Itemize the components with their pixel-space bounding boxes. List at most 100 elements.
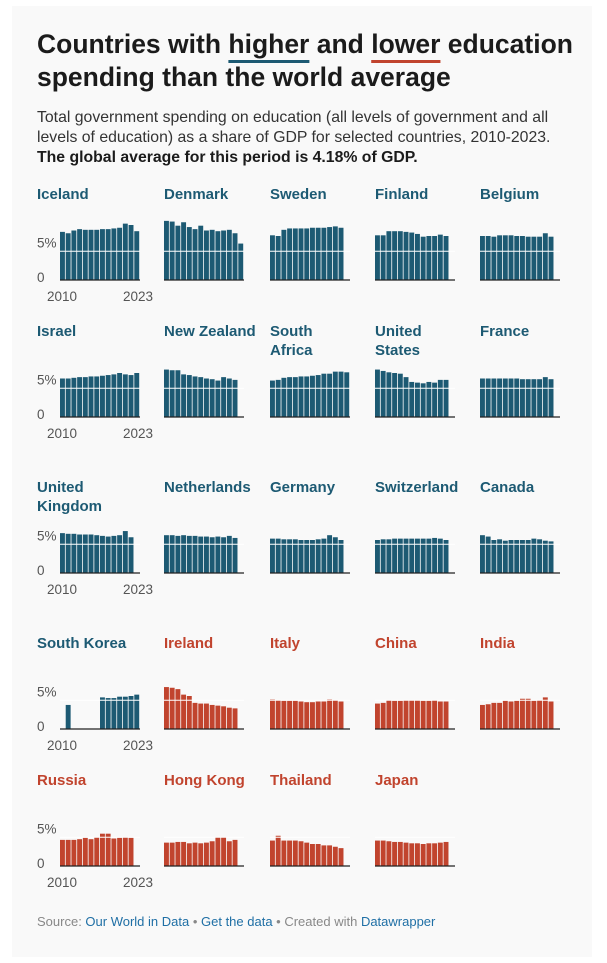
country-name: Finland [375, 186, 429, 203]
bar-2012 [386, 231, 392, 280]
panel-ireland: Ireland [164, 634, 264, 754]
bar-2011 [65, 378, 71, 417]
bar-2017 [100, 229, 105, 281]
datawrapper-link[interactable]: Datawrapper [360, 914, 436, 929]
bar-2014 [186, 696, 192, 729]
bar-2022 [548, 236, 554, 280]
bar-2020 [221, 837, 227, 867]
bar-2010 [60, 839, 65, 867]
bar-2010 [480, 704, 485, 729]
bar-2018 [105, 536, 111, 573]
bar-2010 [270, 699, 275, 729]
bar-2022 [338, 540, 344, 573]
bar-2011 [275, 700, 281, 730]
bar-2017 [415, 700, 420, 730]
bar-2021 [437, 842, 443, 867]
bar-2012 [386, 372, 392, 417]
bar-2018 [420, 844, 426, 866]
bar-chart [375, 537, 455, 574]
bar-2022 [128, 375, 134, 417]
bar-2016 [94, 837, 100, 867]
bar-chart [375, 699, 455, 730]
bar-2020 [432, 236, 438, 280]
bar-2022 [128, 696, 134, 729]
bar-2016 [198, 377, 204, 418]
country-name: Belgium [480, 186, 540, 203]
bar-2020 [117, 227, 123, 280]
bar-2013 [181, 374, 187, 418]
panel-israel: Israel 5% 0 2010 2023 [37, 322, 153, 442]
panel-south-africa: South Africa [270, 322, 370, 442]
y-tick-label: 5% [37, 236, 57, 251]
source-link[interactable]: Our World in Data [85, 914, 190, 929]
bar-2017 [204, 230, 209, 280]
bar-2016 [198, 225, 204, 280]
x-tick-label: 2010 [47, 289, 77, 304]
bar-2017 [520, 236, 525, 280]
bar-2020 [117, 373, 123, 417]
bar-2019 [321, 538, 327, 574]
bar-2018 [209, 704, 215, 729]
bar-2012 [281, 700, 287, 729]
bar-2015 [298, 841, 304, 866]
bar-2010 [60, 533, 65, 574]
bar-2015 [192, 376, 198, 417]
bar-2021 [542, 377, 548, 418]
y-tick-label: 5% [37, 685, 57, 700]
bar-2012 [175, 225, 181, 280]
title-text-1: Countries with [37, 29, 229, 59]
bar-2019 [111, 228, 117, 280]
bar-2013 [77, 839, 83, 866]
bar-2018 [525, 698, 531, 729]
bar-2012 [71, 839, 77, 867]
bar-2020 [432, 382, 438, 418]
bar-2019 [215, 231, 221, 280]
bar-chart [480, 233, 560, 281]
bar-2014 [82, 837, 88, 866]
bar-2017 [100, 697, 105, 730]
bar-chart [270, 371, 350, 418]
bar-2018 [315, 701, 321, 729]
bar-2016 [514, 378, 520, 417]
bar-2021 [437, 701, 443, 729]
subtitle-bold-note: The global average for this period is 4.… [37, 149, 418, 166]
bar-2018 [105, 375, 111, 417]
bar-2012 [71, 230, 77, 280]
bar-2014 [502, 378, 508, 417]
bar-2021 [332, 700, 338, 730]
bar-2014 [186, 227, 192, 280]
bar-2010 [375, 703, 380, 729]
bar-2018 [525, 379, 531, 417]
bar-2014 [186, 843, 192, 866]
bar-2015 [298, 376, 304, 417]
bar-2019 [111, 374, 117, 418]
bar-chart [480, 535, 560, 574]
bar-2016 [514, 540, 520, 573]
panel-thailand: Thailand [270, 771, 370, 891]
bar-2013 [497, 378, 503, 417]
panel-united-states: United States [375, 322, 475, 442]
bar-2022 [443, 701, 449, 729]
bar-2022 [548, 701, 554, 729]
footer-created-with: • Created with [272, 914, 361, 929]
get-the-data-link[interactable]: Get the data [201, 914, 273, 929]
bar-2015 [88, 839, 94, 866]
bar-2017 [310, 702, 315, 729]
bar-2012 [281, 539, 287, 573]
bar-chart [270, 226, 350, 281]
country-name: New Zealand [164, 323, 256, 340]
bar-2020 [327, 699, 333, 729]
x-tick-label: 2023 [123, 426, 153, 441]
bar-2013 [77, 377, 83, 418]
bar-2014 [397, 538, 403, 574]
bar-2022 [338, 848, 344, 867]
bar-2019 [111, 838, 117, 866]
bar-2018 [315, 227, 321, 280]
bar-2010 [60, 378, 65, 417]
bar-2011 [485, 704, 491, 729]
bar-2010 [270, 538, 275, 574]
bar-2013 [287, 840, 293, 866]
bar-2021 [332, 371, 338, 418]
